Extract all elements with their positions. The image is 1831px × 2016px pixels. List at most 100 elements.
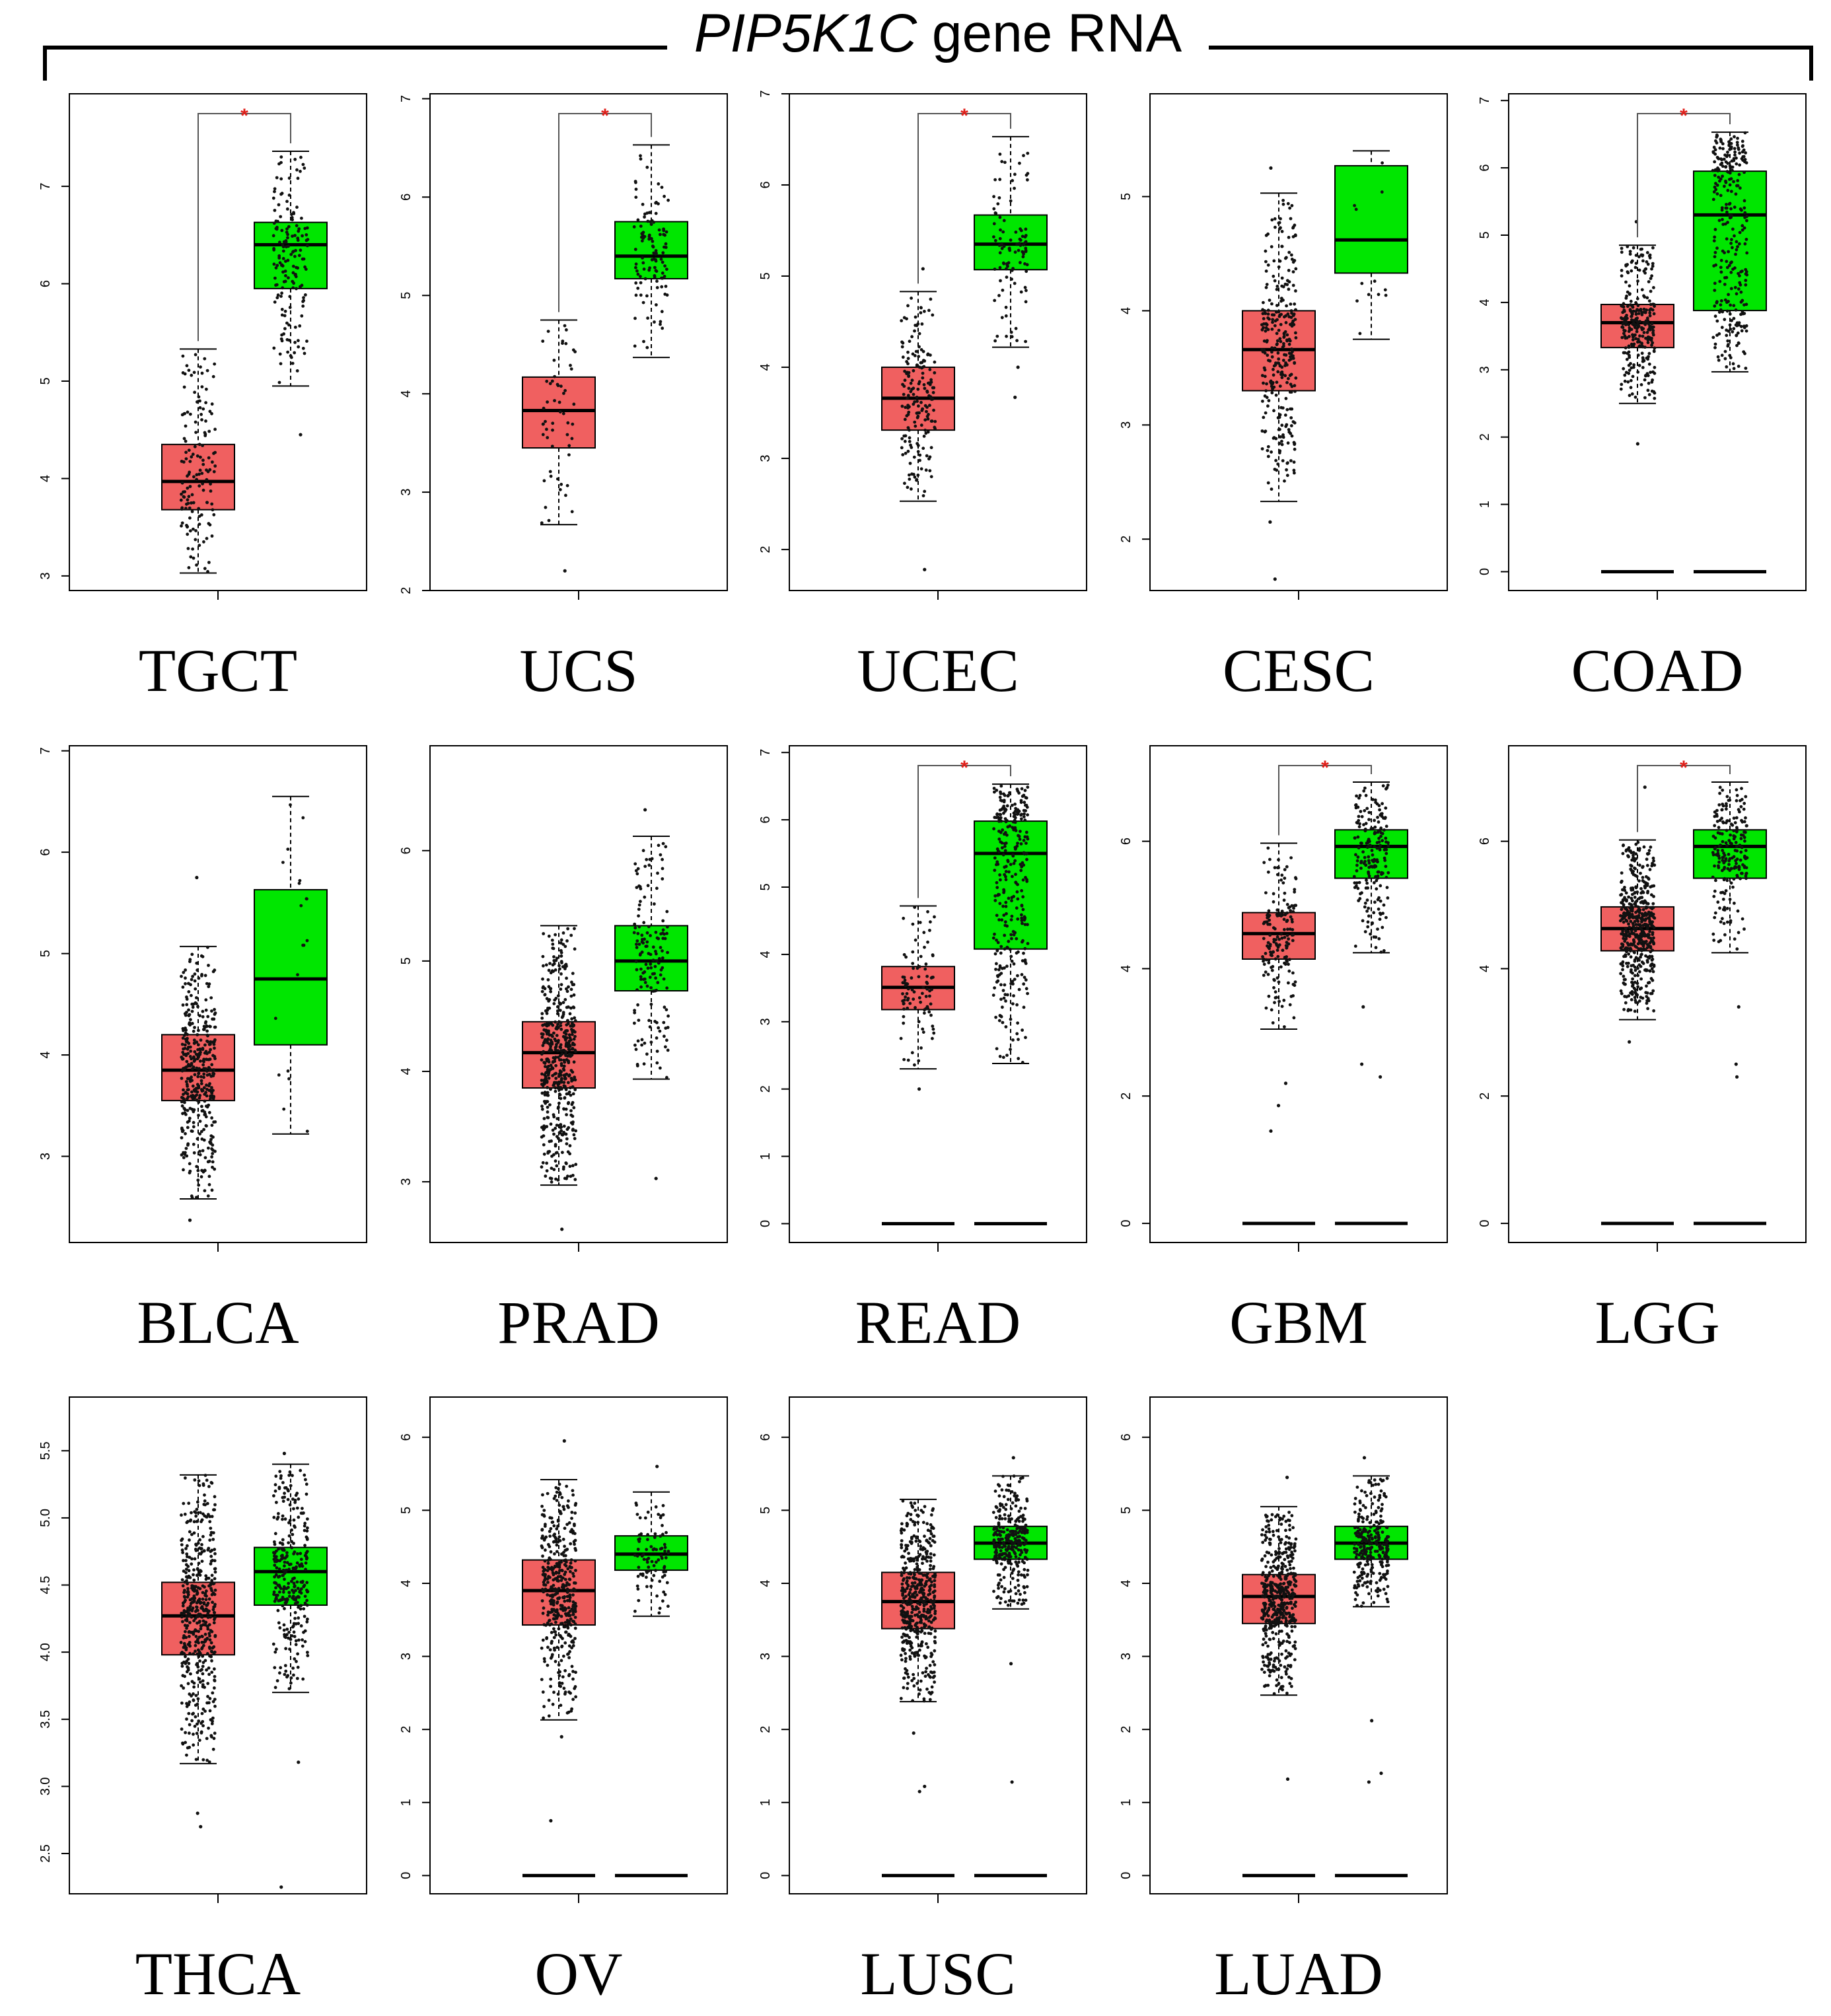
data-point: [192, 1711, 195, 1715]
data-point: [929, 1013, 933, 1017]
data-point: [179, 498, 183, 502]
data-point: [1729, 833, 1732, 837]
data-point: [1377, 937, 1381, 941]
data-point: [634, 293, 638, 297]
data-point: [206, 1194, 210, 1198]
data-point: [181, 1097, 185, 1100]
data-point: [1021, 1061, 1024, 1064]
data-point: [210, 1548, 214, 1552]
data-point: [906, 357, 910, 361]
data-point: [644, 962, 648, 966]
data-point: [1021, 795, 1024, 798]
data-point: [1646, 891, 1649, 894]
data-point: [1291, 994, 1295, 997]
data-point: [1272, 409, 1275, 413]
data-point: [634, 196, 638, 199]
data-point: [568, 1165, 572, 1169]
data-point: [188, 1045, 192, 1049]
data-point: [1628, 335, 1631, 338]
data-point: [207, 456, 211, 460]
data-point: [917, 332, 921, 336]
data-point: [1735, 788, 1739, 792]
data-point: [1717, 359, 1721, 362]
data-point: [1741, 145, 1744, 149]
data-point: [197, 1028, 200, 1032]
data-point: [1014, 873, 1017, 877]
data-point: [1267, 359, 1270, 362]
data-point: [647, 952, 651, 955]
data-point: [1713, 235, 1717, 239]
data-point: [1285, 339, 1289, 343]
data-point: [1279, 371, 1283, 375]
data-point: [302, 296, 305, 300]
data-point: [1713, 889, 1717, 893]
data-point: [1013, 826, 1017, 830]
data-point: [903, 378, 907, 382]
data-point: [1013, 172, 1017, 176]
data-point: [181, 1129, 185, 1132]
data-point: [665, 268, 668, 271]
data-point: [186, 1682, 190, 1686]
data-point: [209, 482, 212, 486]
data-point: [906, 394, 910, 398]
data-point: [213, 1508, 217, 1512]
data-point: [993, 898, 997, 902]
data-point: [1278, 413, 1282, 417]
data-point: [1630, 392, 1634, 396]
data-point: [209, 1089, 212, 1093]
data-point: [1743, 131, 1747, 135]
data-point: [1025, 879, 1029, 883]
data-point: [277, 380, 281, 384]
data-point: [1619, 914, 1622, 918]
data-point: [1290, 203, 1294, 207]
data-point: [552, 1132, 556, 1136]
panel-title: BLCA: [137, 1289, 299, 1356]
data-point: [202, 1060, 205, 1063]
data-point: [213, 362, 217, 366]
data-point: [1004, 870, 1008, 873]
data-point: [1019, 227, 1022, 231]
data-point: [1632, 938, 1635, 942]
data-point: [552, 1002, 556, 1005]
data-point: [1294, 267, 1298, 271]
data-point: [199, 1088, 203, 1091]
data-point: [1002, 811, 1005, 815]
data-point: [1742, 927, 1746, 931]
data-point: [1723, 349, 1727, 353]
data-point: [571, 972, 575, 976]
data-point: [546, 436, 550, 439]
data-point: [1742, 170, 1746, 174]
data-point: [1270, 302, 1274, 306]
data-point: [1355, 863, 1359, 867]
data-point: [549, 474, 553, 478]
data-point: [1629, 378, 1633, 382]
data-point: [1277, 328, 1281, 332]
data-point: [198, 1132, 201, 1135]
data-point: [203, 1021, 207, 1025]
data-point: [655, 286, 659, 289]
significance-bracket: [1637, 113, 1731, 238]
data-point: [291, 234, 294, 238]
data-point: [1266, 846, 1270, 850]
data-point: [913, 906, 917, 909]
data-point: [186, 547, 190, 550]
data-point: [206, 1015, 210, 1019]
data-point: [557, 964, 561, 968]
data-point: [291, 250, 295, 254]
data-point: [552, 947, 556, 951]
data-point: [1647, 981, 1651, 984]
data-point: [1742, 199, 1746, 203]
data-point: [195, 961, 199, 965]
data-point: [914, 938, 917, 942]
data-point: [1356, 855, 1360, 859]
data-point: [201, 954, 205, 958]
data-point: [1638, 320, 1641, 324]
data-point: [901, 355, 905, 359]
data-point: [999, 279, 1002, 283]
data-point: [182, 1634, 186, 1638]
data-point: [572, 402, 576, 406]
normal-points: [991, 784, 1030, 1064]
data-point: [1023, 262, 1026, 266]
data-point: [1023, 976, 1026, 979]
data-point: [1280, 230, 1284, 233]
